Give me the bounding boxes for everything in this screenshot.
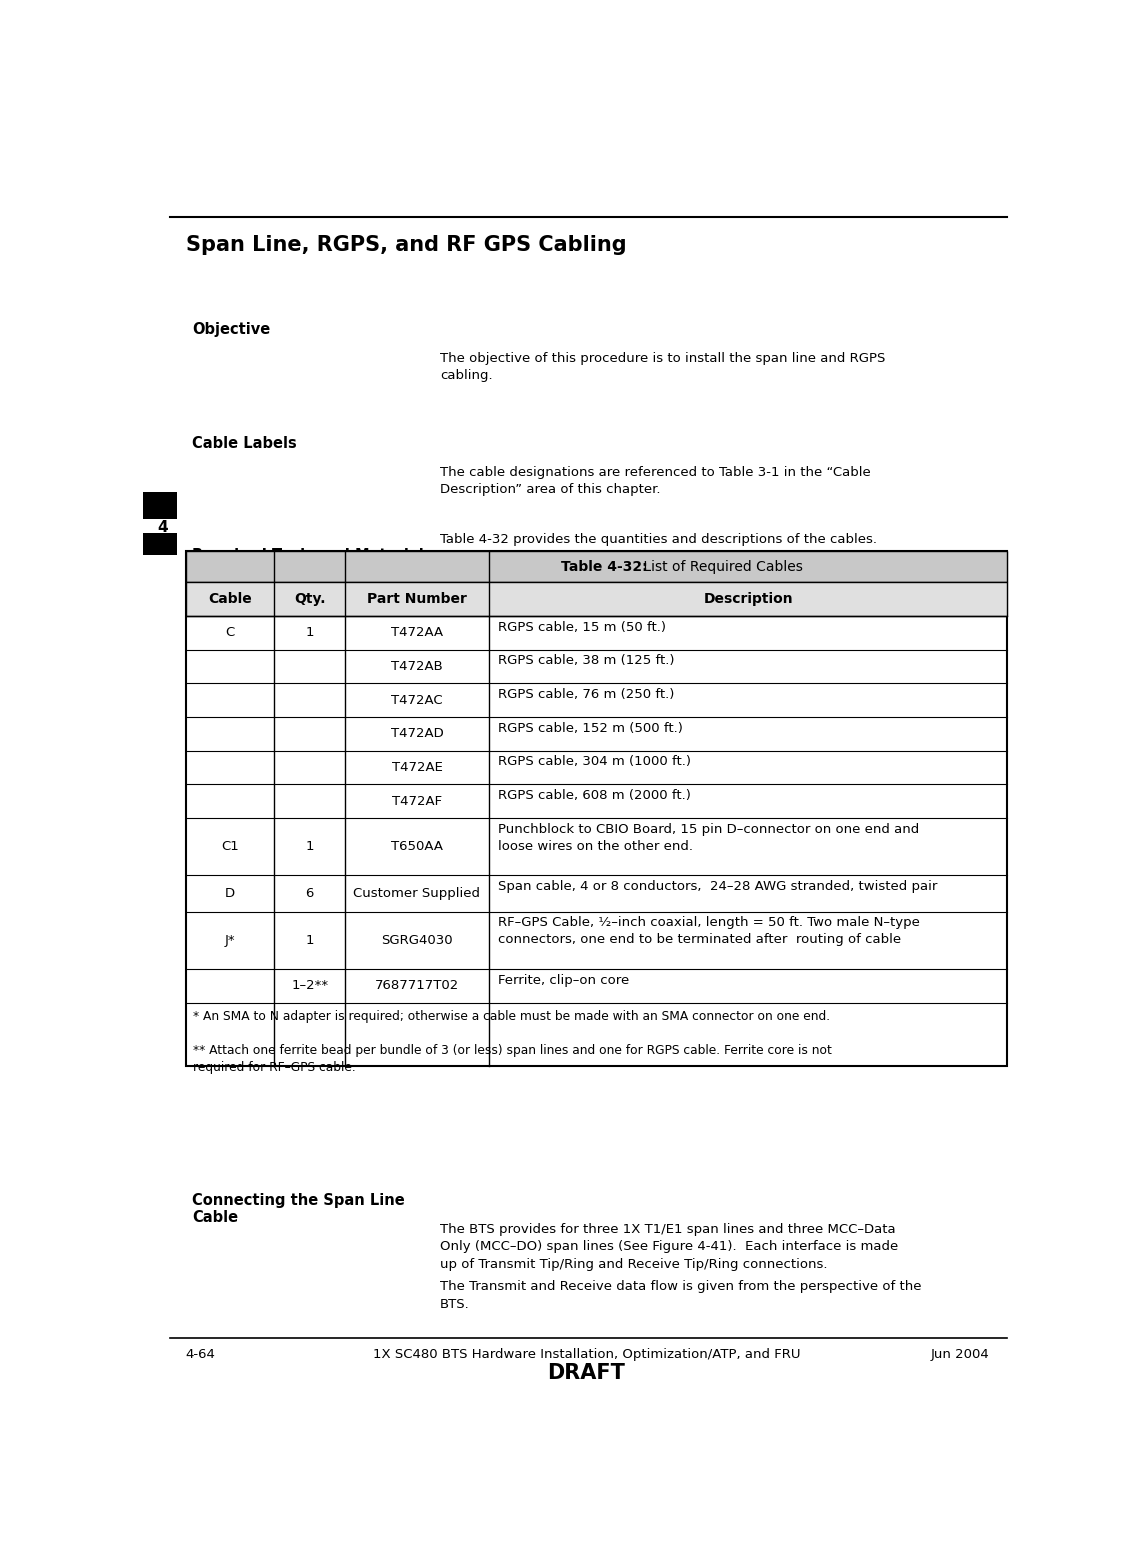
Text: List of Required Cables: List of Required Cables — [639, 560, 803, 574]
Text: RGPS cable, 15 m (50 ft.): RGPS cable, 15 m (50 ft.) — [498, 621, 666, 633]
Text: Part Number: Part Number — [367, 593, 467, 607]
Text: The BTS provides for three 1X T1/E1 span lines and three MCC–Data
Only (MCC–DO) : The BTS provides for three 1X T1/E1 span… — [440, 1223, 898, 1271]
Text: Objective: Objective — [192, 321, 270, 337]
Text: C: C — [225, 627, 235, 640]
Text: T472AD: T472AD — [390, 727, 444, 741]
Text: 1: 1 — [305, 627, 313, 640]
Text: T472AF: T472AF — [392, 794, 442, 808]
Text: T472AE: T472AE — [391, 761, 443, 774]
Text: 1X SC480 BTS Hardware Installation, Optimization/ATP, and FRU: 1X SC480 BTS Hardware Installation, Opti… — [373, 1348, 800, 1362]
Text: Span cable, 4 or 8 conductors,  24–28 AWG stranded, twisted pair: Span cable, 4 or 8 conductors, 24–28 AWG… — [498, 880, 937, 894]
Text: RF–GPS Cable, ½–inch coaxial, length = 50 ft. Two male N–type
connectors, one en: RF–GPS Cable, ½–inch coaxial, length = 5… — [498, 916, 920, 947]
Text: RGPS cable, 608 m (2000 ft.): RGPS cable, 608 m (2000 ft.) — [498, 789, 691, 802]
Text: Qty.: Qty. — [294, 593, 325, 607]
Text: 6: 6 — [305, 888, 313, 900]
Text: 1: 1 — [305, 934, 313, 947]
Bar — [143, 493, 176, 519]
Text: Table 4-32 provides the quantities and descriptions of the cables.: Table 4-32 provides the quantities and d… — [440, 534, 877, 546]
Text: Customer Supplied: Customer Supplied — [353, 888, 480, 900]
Bar — [143, 534, 176, 555]
Text: * An SMA to N adapter is required; otherwise a cable must be made with an SMA co: * An SMA to N adapter is required; other… — [192, 1009, 829, 1023]
Text: 7687717T02: 7687717T02 — [375, 980, 459, 992]
Text: SGRG4030: SGRG4030 — [381, 934, 453, 947]
Text: Span Line, RGPS, and RF GPS Cabling: Span Line, RGPS, and RF GPS Cabling — [185, 236, 626, 256]
Text: ** Attach one ferrite bead per bundle of 3 (or less) span lines and one for RGPS: ** Attach one ferrite bead per bundle of… — [192, 1044, 832, 1073]
Text: RGPS cable, 38 m (125 ft.): RGPS cable, 38 m (125 ft.) — [498, 655, 674, 668]
Text: RGPS cable, 76 m (250 ft.): RGPS cable, 76 m (250 ft.) — [498, 688, 674, 700]
Text: Connecting the Span Line
Cable: Connecting the Span Line Cable — [192, 1192, 405, 1225]
Text: The objective of this procedure is to install the span line and RGPS
cabling.: The objective of this procedure is to in… — [440, 351, 885, 382]
Text: Cable Labels: Cable Labels — [192, 435, 296, 451]
Text: C1: C1 — [221, 841, 239, 853]
Text: Required Tools and Materials: Required Tools and Materials — [192, 548, 432, 563]
Text: T650AA: T650AA — [391, 841, 443, 853]
Text: The cable designations are referenced to Table 3-1 in the “Cable
Description” ar: The cable designations are referenced to… — [440, 466, 871, 496]
Text: 4-64: 4-64 — [185, 1348, 215, 1362]
Text: J*: J* — [224, 934, 236, 947]
Text: Punchblock to CBIO Board, 15 pin D–connector on one end and
loose wires on the o: Punchblock to CBIO Board, 15 pin D–conne… — [498, 822, 919, 853]
Text: Ferrite, clip–on core: Ferrite, clip–on core — [498, 973, 629, 987]
Bar — [185, 582, 1008, 616]
Bar — [185, 551, 1008, 582]
Text: The Transmit and Receive data flow is given from the perspective of the
BTS.: The Transmit and Receive data flow is gi… — [440, 1281, 922, 1310]
Text: Description: Description — [704, 593, 793, 607]
Text: Cable: Cable — [208, 593, 252, 607]
Text: D: D — [225, 888, 235, 900]
Text: T472AA: T472AA — [391, 627, 443, 640]
Text: T472AC: T472AC — [391, 694, 443, 707]
Text: RGPS cable, 152 m (500 ft.): RGPS cable, 152 m (500 ft.) — [498, 722, 683, 735]
Text: T472AB: T472AB — [391, 660, 443, 672]
Text: 1: 1 — [305, 841, 313, 853]
Text: RGPS cable, 304 m (1000 ft.): RGPS cable, 304 m (1000 ft.) — [498, 755, 691, 769]
Text: 4: 4 — [157, 519, 168, 535]
Text: Jun 2004: Jun 2004 — [931, 1348, 990, 1362]
Bar — [185, 551, 1008, 1067]
Text: DRAFT: DRAFT — [547, 1363, 626, 1382]
Text: 1–2**: 1–2** — [291, 980, 328, 992]
Text: Table 4-32:: Table 4-32: — [561, 560, 648, 574]
